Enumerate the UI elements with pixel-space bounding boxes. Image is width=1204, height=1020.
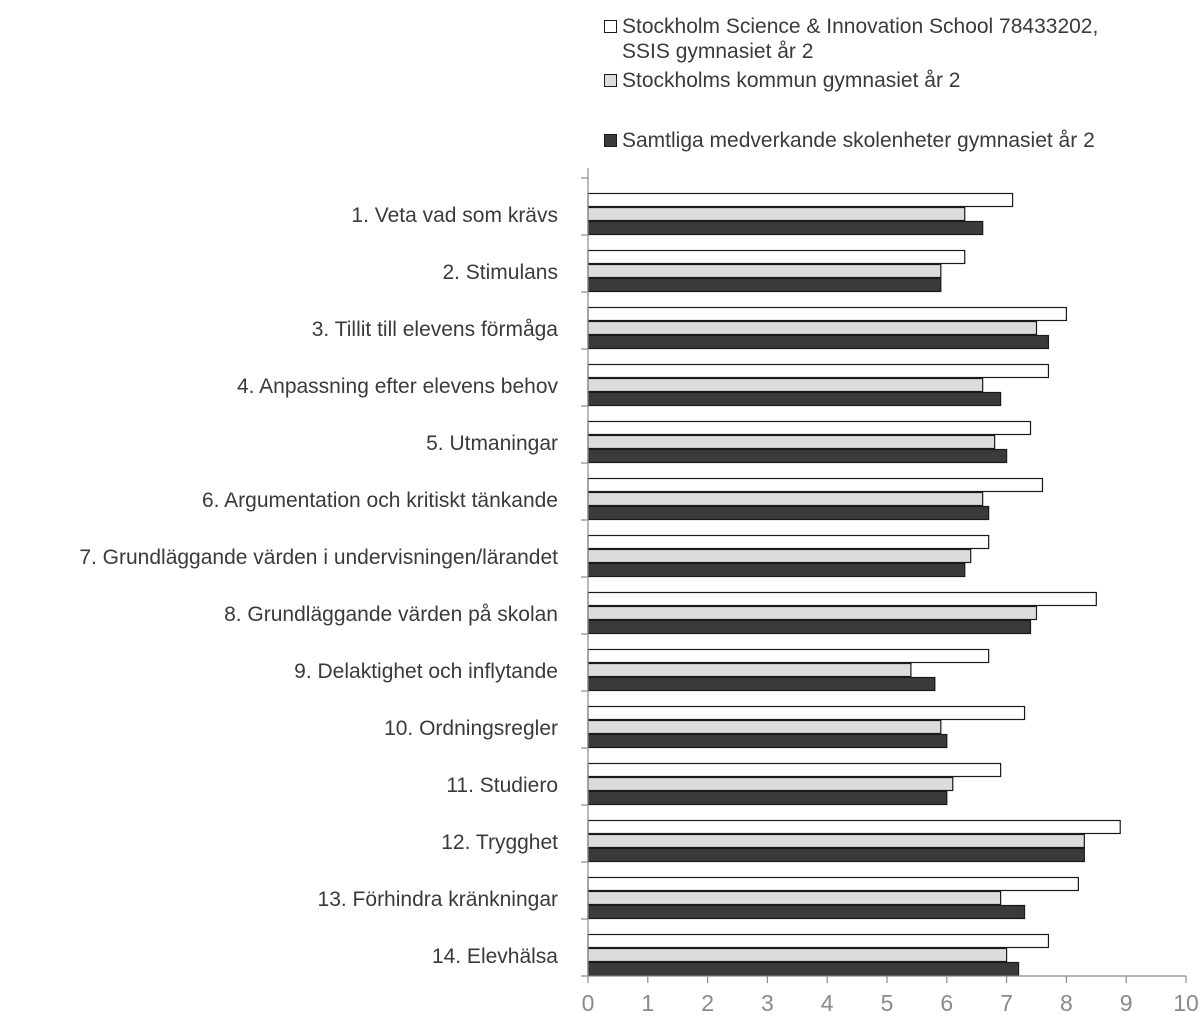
category-label-1: 1. Veta vad som krävs [351,204,558,227]
bar-school-2 [587,249,966,265]
bar-kommun-12 [587,833,1085,849]
bar-kommun-2 [587,263,942,279]
bar-kommun-3 [587,320,1038,336]
legend-swatch-kommun [604,74,617,87]
bar-kommun-11 [587,776,954,792]
legend-swatch-samtliga [604,134,617,147]
category-label-5: 5. Utmaningar [426,432,558,455]
bar-school-12 [587,819,1121,835]
bar-samtliga-12 [587,847,1085,863]
category-label-3: 3. Tillit till elevens förmåga [312,318,559,341]
legend-label-school: Stockholm Science & Innovation School 78… [622,15,1099,63]
legend-swatch-school [604,20,617,33]
bar-kommun-13 [587,890,1002,906]
bar-school-5 [587,420,1032,436]
bar-kommun-10 [587,719,942,735]
category-labels: 1. Veta vad som krävs 2. Stimulans 3. Till… [79,204,558,968]
bar-kommun-4 [587,377,984,393]
bar-samtliga-1 [587,220,984,236]
axis-group [581,168,1187,983]
bar-school-14 [587,933,1050,949]
bar-kommun-7 [587,548,972,564]
bar-samtliga-6 [587,505,990,521]
bar-samtliga-13 [587,904,1026,920]
bar-samtliga-4 [587,391,1002,407]
category-label-4: 4. Anpassning efter elevens behov [237,375,559,398]
category-label-13: 13. Förhindra kränkningar [318,888,558,911]
bar-samtliga-10 [587,733,948,749]
x-tick-label-1: 1 [641,990,654,1016]
category-label-12: 12. Trygghet [441,831,558,854]
bar-kommun-9 [587,662,912,678]
category-label-10: 10. Ordningsregler [384,717,558,740]
bar-samtliga-5 [587,448,1008,464]
category-label-14: 14. Elevhälsa [432,945,558,968]
bar-kommun-5 [587,434,996,450]
legend-label-samtliga: Samtliga medverkande skolenheter gymnasi… [622,129,1095,152]
x-tick-labels: 0 1 2 3 4 5 6 7 8 9 10 [582,990,1199,1016]
bar-school-3 [587,306,1067,322]
bar-kommun-8 [587,605,1038,621]
legend-item-school: Stockholm Science & Innovation School 78… [604,14,1098,64]
bar-school-6 [587,477,1044,493]
category-label-9: 9. Delaktighet och inflytande [294,660,558,683]
category-label-6: 6. Argumentation och kritiskt tänkande [202,489,558,512]
bar-samtliga-3 [587,334,1050,350]
bar-samtliga-8 [587,619,1032,635]
x-tick-label-8: 8 [1060,990,1073,1016]
bar-school-8 [587,591,1097,607]
x-tick-label-5: 5 [881,990,894,1016]
bar-samtliga-2 [587,277,942,293]
bar-samtliga-11 [587,790,948,806]
bar-samtliga-7 [587,562,966,578]
x-tick-label-3: 3 [761,990,774,1016]
bar-kommun-14 [587,947,1008,963]
x-tick-label-7: 7 [1000,990,1013,1016]
x-tick-label-9: 9 [1120,990,1133,1016]
legend-item-samtliga: Samtliga medverkande skolenheter gymnasi… [604,128,1095,153]
bar-school-11 [587,762,1002,778]
bar-school-4 [587,363,1050,379]
category-label-8: 8. Grundläggande värden på skolan [224,603,558,626]
legend-item-kommun: Stockholms kommun gymnasiet år 2 [604,68,960,93]
bars-group [587,192,1121,977]
bar-samtliga-14 [587,961,1020,977]
bar-school-9 [587,648,990,664]
x-tick-label-6: 6 [940,990,953,1016]
bar-school-13 [587,876,1079,892]
bar-kommun-6 [587,491,984,507]
category-label-2: 2. Stimulans [442,261,558,284]
bar-kommun-1 [587,206,966,222]
category-label-7: 7. Grundläggande värden i undervisningen… [79,546,558,569]
x-tick-label-4: 4 [821,990,834,1016]
bar-school-1 [587,192,1014,208]
x-tick-label-10: 10 [1173,990,1199,1016]
legend-label-kommun: Stockholms kommun gymnasiet år 2 [622,69,961,92]
bar-school-7 [587,534,990,550]
bar-school-10 [587,705,1026,721]
category-label-11: 11. Studiero [446,774,558,797]
x-tick-label-2: 2 [701,990,714,1016]
x-tick-label-0: 0 [582,990,595,1016]
bar-samtliga-9 [587,676,936,692]
